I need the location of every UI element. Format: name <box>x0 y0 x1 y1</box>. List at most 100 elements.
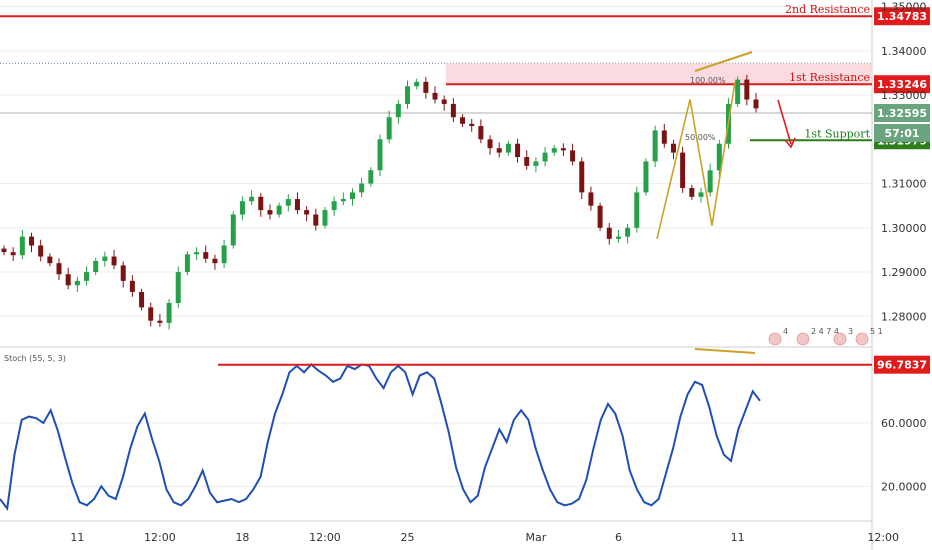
fib-zone <box>446 63 872 85</box>
candle <box>560 143 566 157</box>
candle-body <box>496 148 502 153</box>
candle <box>175 266 181 308</box>
candle <box>230 211 236 249</box>
candle-body <box>65 274 71 286</box>
candle-body <box>239 201 245 215</box>
candle-body <box>102 256 108 261</box>
price-divergence-line <box>694 51 753 72</box>
candle <box>331 196 337 216</box>
level-name-label: 2nd Resistance <box>785 3 870 16</box>
candle <box>221 239 227 269</box>
candle-body <box>285 199 291 206</box>
candle-body <box>111 256 117 266</box>
candle <box>652 125 658 168</box>
fib-100-label: 100.00% <box>690 76 726 85</box>
candle <box>533 157 539 173</box>
event-marker-icon <box>796 332 810 346</box>
indicator-label[interactable]: Stoch (55, 5, 3) <box>4 354 66 363</box>
candle <box>450 98 456 123</box>
event-marker-label: 4 <box>783 327 788 336</box>
price-tick-label: 1.28000 <box>881 310 927 323</box>
candle-body <box>29 236 35 246</box>
candle <box>166 299 172 330</box>
pattern-leg <box>656 99 691 240</box>
candle <box>405 80 411 109</box>
candle <box>515 138 521 163</box>
candle-body <box>753 99 759 109</box>
current-price-value: 1.32595 <box>877 107 927 120</box>
candle <box>423 76 429 99</box>
candle <box>29 232 35 253</box>
event-marker-label: 3 <box>848 327 853 336</box>
candle <box>496 142 502 158</box>
candle <box>395 99 401 124</box>
time-tick-label: 25 <box>401 531 415 544</box>
candle-body <box>184 254 190 273</box>
candle <box>184 251 190 276</box>
price-tick-label: 1.30000 <box>881 222 927 235</box>
price-axis[interactable]: 1.28000 1.29000 1.30000 1.31000 1.33000 1.340… <box>874 1 930 324</box>
price-tick-label: 1.33000 <box>881 89 927 102</box>
candle <box>139 288 145 311</box>
candle-body <box>84 272 90 281</box>
candle-body <box>10 252 16 256</box>
candle-body <box>423 81 429 93</box>
candle-body <box>524 157 530 166</box>
candle-body <box>175 272 181 303</box>
candle-body <box>395 103 401 118</box>
price-tick-label: 1.29000 <box>881 266 927 279</box>
candle-body <box>560 148 566 151</box>
candle <box>487 135 493 155</box>
candle-body <box>716 143 722 171</box>
time-tick-label: 11 <box>70 531 84 544</box>
candle <box>386 110 392 144</box>
candle-body <box>148 307 154 321</box>
candle-body <box>230 214 236 246</box>
candle <box>744 74 750 106</box>
candle <box>753 92 759 113</box>
candle-body <box>542 152 548 162</box>
pattern-leg <box>711 81 736 226</box>
candle <box>597 202 603 231</box>
candle-body <box>129 280 135 292</box>
candle <box>661 123 667 148</box>
candle-body <box>597 205 603 228</box>
candle-body <box>744 79 750 100</box>
candle-body <box>735 79 741 104</box>
level-name-label: 1st Resistance <box>789 71 870 84</box>
candle-body <box>47 256 53 264</box>
candle-body <box>643 161 649 193</box>
candle-body <box>634 192 640 228</box>
candle <box>368 167 374 187</box>
candle <box>707 163 713 197</box>
candle-body <box>441 99 447 104</box>
candle-body <box>203 252 209 259</box>
candle <box>258 192 264 217</box>
candle-body <box>625 227 631 237</box>
candle <box>634 186 640 233</box>
candle-body <box>74 280 80 286</box>
candle-body <box>460 117 466 124</box>
candle-body <box>414 81 420 87</box>
candle <box>524 150 530 170</box>
candle-body <box>615 236 621 239</box>
candle-body <box>340 199 346 202</box>
candle-body <box>606 227 612 239</box>
candle <box>478 119 484 144</box>
candle-body <box>19 236 25 256</box>
level-price-tag <box>874 75 930 94</box>
candle-body <box>670 143 676 153</box>
time-tick-label: 12:00 <box>144 531 176 544</box>
candle-body <box>689 187 695 197</box>
countdown-tag <box>874 124 930 143</box>
candle <box>276 202 282 218</box>
candle <box>111 249 117 270</box>
event-marker-label: 2 4 7 4 <box>811 327 839 336</box>
candle-body <box>194 252 200 255</box>
candle <box>460 114 466 127</box>
candle <box>10 247 16 261</box>
candle-body <box>258 196 264 211</box>
candle <box>322 207 328 229</box>
